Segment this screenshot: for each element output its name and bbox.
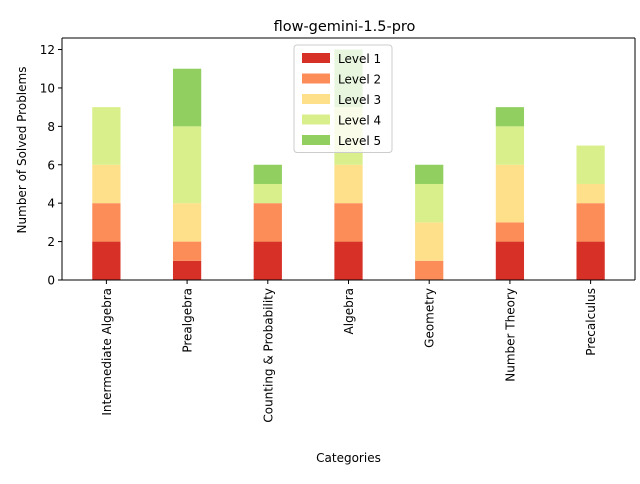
y-tick-label: 2 bbox=[47, 235, 55, 249]
bar-segment-level-3 bbox=[415, 222, 444, 261]
bar-segment-level-2 bbox=[253, 203, 282, 242]
bar-segment-level-2 bbox=[172, 241, 202, 261]
bar-segment-level-3 bbox=[172, 203, 202, 242]
bar-segment-level-4 bbox=[92, 107, 121, 165]
bar-segment-level-2 bbox=[334, 203, 363, 242]
bar-segment-level-5 bbox=[415, 164, 444, 184]
bar-segment-level-4 bbox=[495, 126, 525, 165]
x-tick-label: Geometry bbox=[423, 288, 437, 348]
bar-segment-level-3 bbox=[576, 183, 605, 204]
bar-segment-level-5 bbox=[172, 68, 202, 127]
y-tick-label: 8 bbox=[47, 120, 55, 134]
x-tick-label: Algebra bbox=[342, 288, 356, 334]
axes-layer: 0 2 4 6 8 10 12 Intermediate Algebra Prealgebra C… bbox=[40, 37, 636, 423]
y-axis-label: Number of Solved Problems bbox=[15, 67, 29, 234]
legend-label: Level 5 bbox=[338, 134, 381, 148]
bar-segment-level-3 bbox=[92, 164, 121, 204]
bar-segment-level-1 bbox=[334, 241, 363, 280]
x-tick-label: Number Theory bbox=[503, 288, 517, 382]
bar-segment-level-2 bbox=[576, 203, 605, 242]
bar-segment-level-1 bbox=[172, 260, 202, 280]
legend-swatch-level-5 bbox=[302, 135, 330, 145]
bar-segment-level-1 bbox=[92, 241, 121, 280]
bar-segment-level-2 bbox=[495, 222, 525, 242]
chart-title: flow-gemini-1.5-pro bbox=[274, 19, 416, 35]
bar-segment-level-4 bbox=[415, 183, 444, 223]
legend-swatch-level-1 bbox=[302, 53, 330, 63]
bar-segment-level-5 bbox=[253, 164, 282, 184]
legend-box bbox=[293, 44, 393, 153]
bars-layer bbox=[92, 49, 605, 280]
legend-label: Level 3 bbox=[338, 93, 381, 107]
y-tick-label: 12 bbox=[40, 43, 55, 57]
bar-segment-level-1 bbox=[253, 241, 282, 280]
legend-swatch-level-4 bbox=[302, 114, 330, 125]
x-axis-label: Categories bbox=[316, 451, 381, 465]
x-tick-label: Counting & Probability bbox=[261, 288, 275, 423]
bar-segment-level-1 bbox=[495, 241, 525, 280]
bar-segment-level-5 bbox=[495, 107, 525, 127]
bar-segment-level-2 bbox=[92, 203, 121, 242]
bar-segment-level-1 bbox=[576, 241, 605, 280]
bar-segment-level-4 bbox=[576, 145, 605, 184]
bar-segment-level-4 bbox=[253, 183, 282, 204]
y-tick-label: 10 bbox=[40, 81, 55, 95]
x-tick-label: Precalculus bbox=[584, 288, 598, 356]
y-tick-label: 6 bbox=[47, 158, 55, 172]
y-tick-label: 4 bbox=[47, 197, 55, 211]
legend: Level 1 Level 2 Level 3 Level 4 Level 5 bbox=[293, 44, 393, 153]
legend-label: Level 1 bbox=[338, 52, 381, 66]
legend-label: Level 4 bbox=[338, 114, 381, 128]
bar-segment-level-3 bbox=[495, 164, 525, 223]
legend-swatch-level-2 bbox=[302, 73, 330, 84]
x-tick-label: Intermediate Algebra bbox=[100, 288, 114, 416]
bar-segment-level-3 bbox=[334, 164, 363, 204]
legend-swatch-level-3 bbox=[302, 94, 330, 104]
bar-segment-level-4 bbox=[172, 126, 202, 204]
bar-segment-level-2 bbox=[415, 260, 444, 280]
legend-label: Level 2 bbox=[338, 73, 381, 87]
x-tick-label: Prealgebra bbox=[181, 288, 195, 353]
y-tick-label: 0 bbox=[47, 274, 55, 288]
